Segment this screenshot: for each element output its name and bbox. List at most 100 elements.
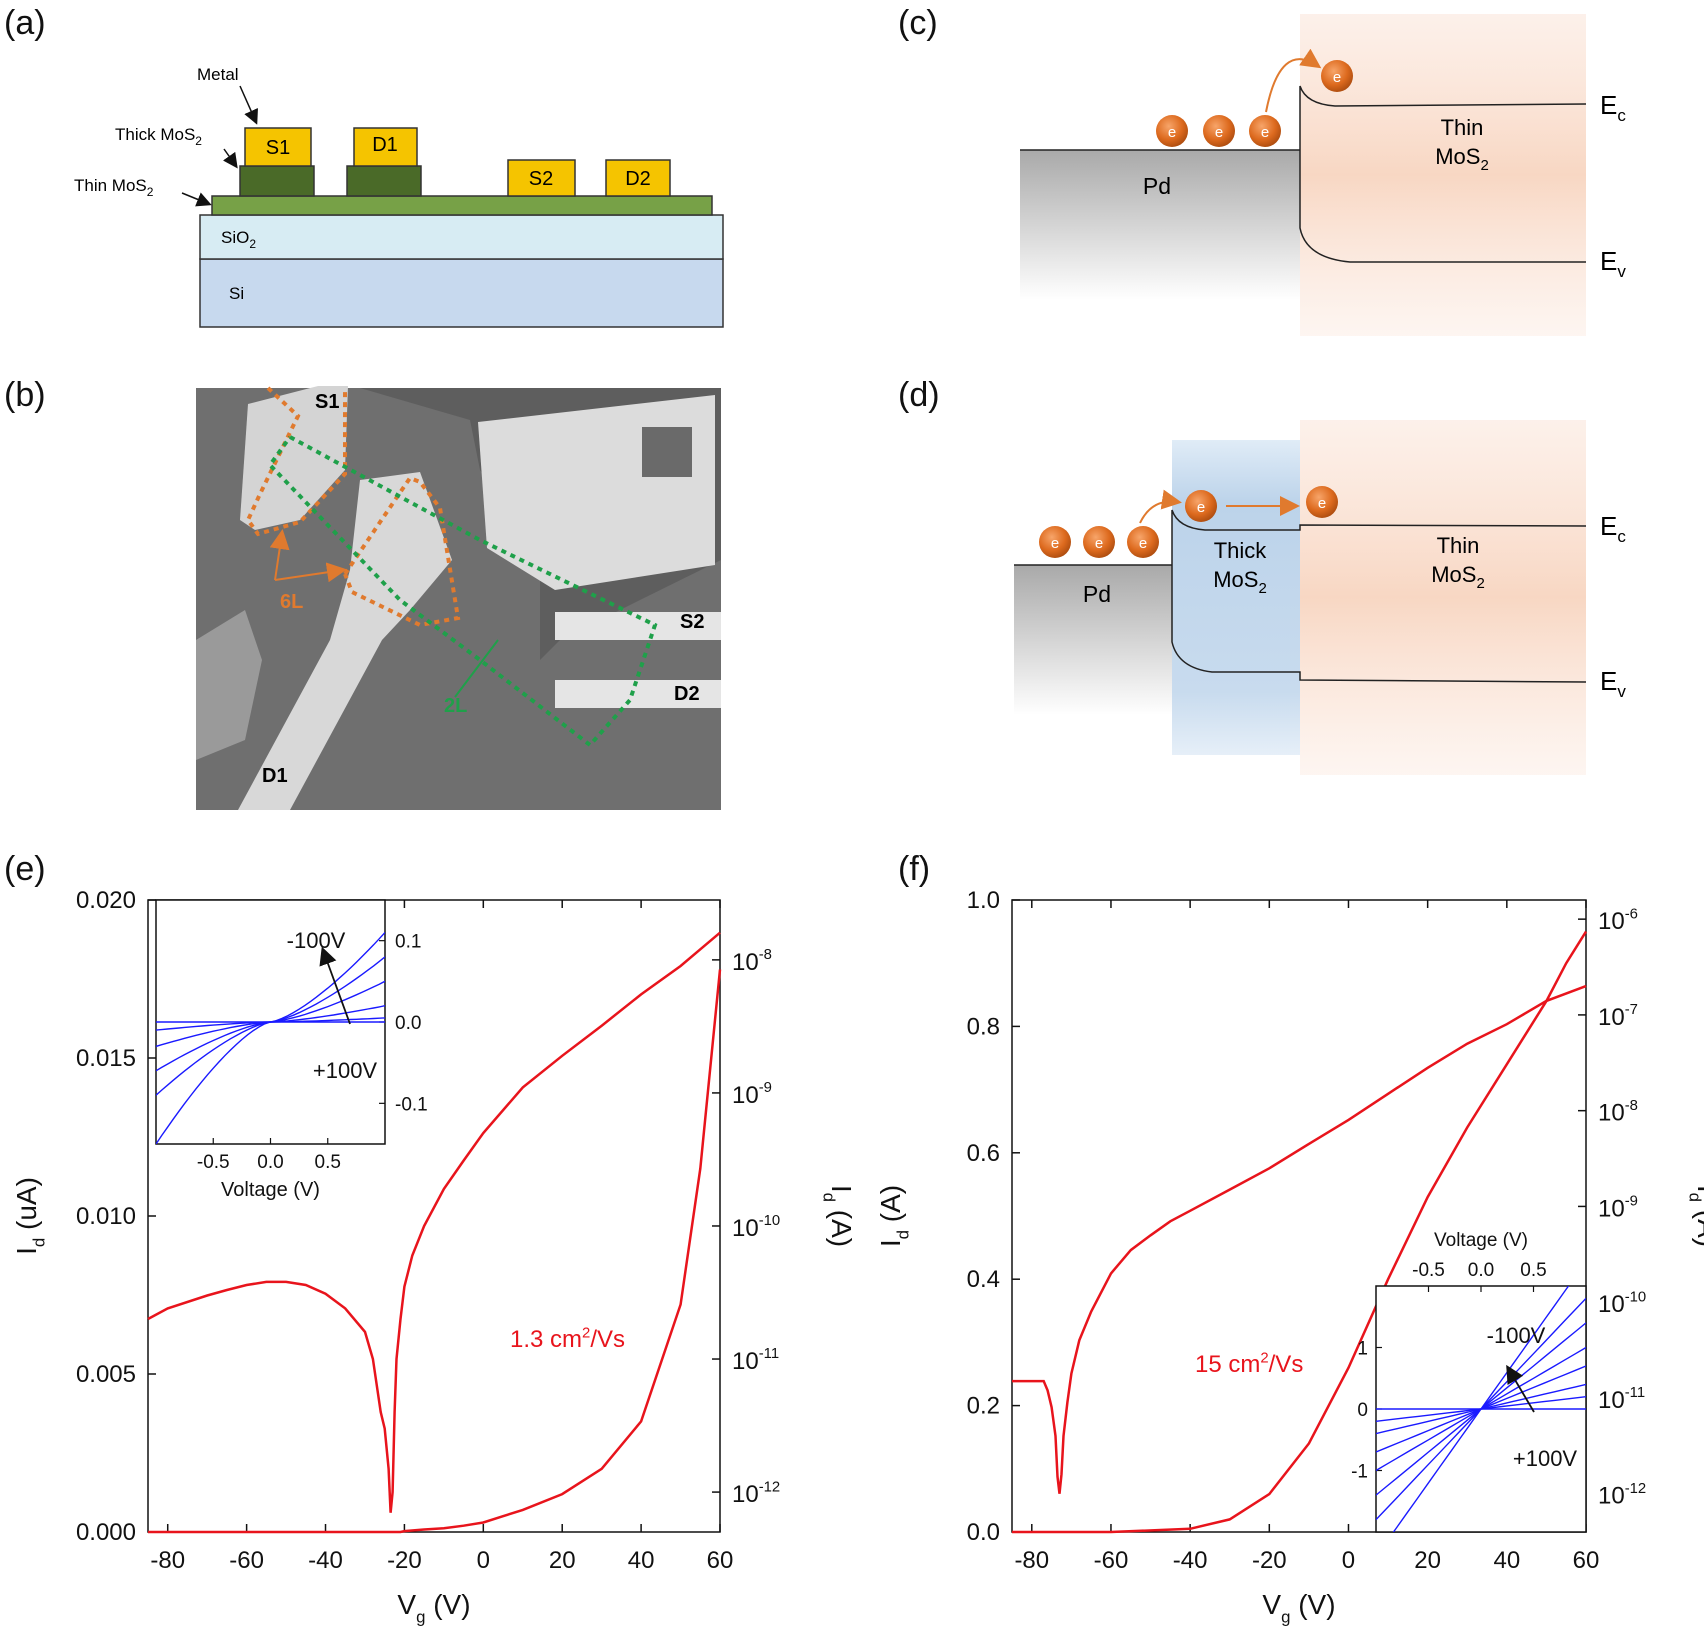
pd-region bbox=[1020, 150, 1300, 300]
e-y2tick-label-3-base: 10 bbox=[732, 1082, 759, 1109]
ec-label: Ec bbox=[1600, 90, 1626, 125]
e-inset-xtick-label-1: 0.0 bbox=[257, 1152, 283, 1173]
pd-label: Pd bbox=[1143, 173, 1171, 199]
edge-feature bbox=[196, 610, 262, 760]
e-mobility-annotation-b: 2 bbox=[582, 1325, 590, 1341]
f-y2label-unit: (A) bbox=[1692, 1202, 1704, 1247]
f-y2tick-label-4: 10-8 bbox=[1598, 1098, 1638, 1127]
electron-d-arrow-1 bbox=[1139, 489, 1182, 524]
f-xtick-label-1: -60 bbox=[1094, 1547, 1129, 1574]
e-y2tick-label-0-exp: -12 bbox=[759, 1479, 781, 1495]
e-series-linear bbox=[148, 969, 722, 1534]
e-inset-xlabel: Voltage (V) bbox=[221, 1179, 320, 1201]
panel-c-label: (c) bbox=[898, 4, 938, 42]
e-xtick-label-2: -40 bbox=[308, 1547, 343, 1574]
f-inset-arrow bbox=[1506, 1364, 1535, 1413]
e-ytick-label-4: 0.020 bbox=[76, 887, 136, 914]
f-inset-ytick-label-2: 1 bbox=[1357, 1339, 1368, 1360]
sio2-layer bbox=[199, 214, 724, 260]
svg-text:e: e bbox=[1051, 535, 1059, 552]
f-ylabel-unit: (A) bbox=[875, 1185, 906, 1230]
ev-label: Ev bbox=[1600, 246, 1626, 281]
f-xtick-label-3: -20 bbox=[1252, 1547, 1287, 1574]
e-y2tick-label-1-exp: -11 bbox=[759, 1346, 779, 1362]
svg-text:e: e bbox=[1333, 69, 1341, 86]
f-ytick-label-1: 0.2 bbox=[967, 1393, 1000, 1420]
e-series-log bbox=[147, 931, 721, 1513]
ec-band-d bbox=[1171, 509, 1587, 565]
e-y2tick-label-3: 10-9 bbox=[732, 1080, 772, 1109]
e-xtick-label-7: 60 bbox=[707, 1547, 734, 1574]
thin-arrow bbox=[181, 192, 212, 207]
f-y2tick-label-0: 10-12 bbox=[1598, 1481, 1646, 1510]
contact-d1 bbox=[353, 127, 418, 167]
thick-mos2-label: Thick MoS2 bbox=[115, 125, 202, 148]
f-y2tick-label-6-exp: -6 bbox=[1625, 906, 1638, 922]
e-ylabel-main: I bbox=[11, 1247, 42, 1255]
thin-mos2-region-d bbox=[1300, 420, 1586, 775]
e-inset-bottom-label: +100V bbox=[313, 1058, 378, 1083]
f-y2label-sub: d bbox=[1686, 1193, 1704, 1202]
f-inset-xtick-label-2: 0.5 bbox=[1520, 1260, 1546, 1281]
thin-label-line2: MoS2 bbox=[1435, 144, 1489, 174]
f-ytick-label-4: 0.8 bbox=[967, 1013, 1000, 1040]
f-inset-ytick-label-0: -1 bbox=[1351, 1462, 1368, 1483]
f-xlabel-sub: g bbox=[1281, 1607, 1290, 1626]
flake-s1 bbox=[240, 386, 348, 530]
f-y2tick-label-2: 10-10 bbox=[1598, 1289, 1646, 1318]
e-ylabel-sub: d bbox=[29, 1238, 48, 1247]
e-xtick-label-1: -60 bbox=[229, 1547, 264, 1574]
electron-d-3: e bbox=[1127, 526, 1159, 558]
e-y2tick-label-2: 10-10 bbox=[732, 1213, 780, 1242]
f-y2tick-label-6: 10-6 bbox=[1598, 906, 1638, 935]
e-xlabel: Vg (V) bbox=[397, 1589, 470, 1626]
f-y2tick-label-0-base: 10 bbox=[1598, 1483, 1625, 1510]
svg-text:e: e bbox=[1318, 495, 1326, 512]
label-s2: S2 bbox=[680, 611, 704, 633]
thick-arrow bbox=[222, 148, 238, 169]
e-inset-ytick-label-2: 0.1 bbox=[395, 932, 421, 953]
f-inset-bottom-label: +100V bbox=[1513, 1446, 1578, 1471]
e-y2label-main: I bbox=[826, 1185, 857, 1193]
metal-arrow bbox=[239, 85, 258, 125]
panel-a-label: (a) bbox=[4, 4, 46, 42]
label-s1: S1 bbox=[315, 391, 339, 413]
chart-f: -80 -60 -40 -20 0 20 40 600.00.20.40.60.81.010-… bbox=[875, 887, 1704, 1626]
svg-text:e: e bbox=[1095, 535, 1103, 552]
arrow-6l-1 bbox=[269, 529, 290, 581]
panel-d: (d) Pd Thick MoS2 Thin MoS2 Ec Ev e e e … bbox=[898, 376, 1626, 775]
chart-e: -80 -60 -40 -20 0 20 40 600.0000.0050.0100.0150… bbox=[11, 887, 857, 1626]
f-y2tick-label-1-exp: -11 bbox=[1625, 1385, 1645, 1401]
panel-b: (b) 6L 2L S1 S2 D2 D1 bbox=[4, 376, 721, 810]
f-y2tick-label-0-exp: -12 bbox=[1625, 1481, 1647, 1497]
f-y2tick-label-3-base: 10 bbox=[1598, 1195, 1625, 1222]
electron-c-arrow bbox=[1265, 48, 1322, 113]
f-mobility-annotation-a: 15 cm bbox=[1195, 1351, 1260, 1378]
thin-mos2-label: Thin MoS2 bbox=[74, 176, 154, 199]
panel-b-label: (b) bbox=[4, 376, 46, 414]
f-xtick-label-6: 40 bbox=[1493, 1547, 1520, 1574]
si-layer bbox=[199, 258, 724, 328]
thick-label-line1: Thick bbox=[1214, 538, 1268, 563]
electron-c-2: e bbox=[1203, 115, 1235, 147]
si-label: Si bbox=[229, 284, 244, 303]
label-d2: D2 bbox=[674, 683, 700, 705]
e-ytick-label-2: 0.010 bbox=[76, 1203, 136, 1230]
f-inset-xlabel: Voltage (V) bbox=[1434, 1230, 1528, 1251]
f-inset-xtick-label-0: -0.5 bbox=[1412, 1260, 1445, 1281]
pad-s2-d2-large bbox=[478, 395, 715, 590]
thin-label-d-line1: Thin bbox=[1437, 533, 1480, 558]
e-inset-arrow bbox=[319, 946, 351, 1025]
panel-c: (c) Pd Thin MoS2 Ec Ev e e e e bbox=[898, 4, 1626, 336]
outline-6l-top bbox=[245, 386, 347, 537]
pd-label-d: Pd bbox=[1083, 581, 1111, 607]
e-y2tick-label-4: 10-8 bbox=[732, 947, 772, 976]
ec-label-d: Ec bbox=[1600, 511, 1626, 546]
svg-text:e: e bbox=[1261, 124, 1269, 141]
f-ylabel-sub: d bbox=[893, 1230, 912, 1239]
electrode-d1 bbox=[238, 472, 452, 810]
e-mobility-annotation: 1.3 cm2/Vs bbox=[510, 1325, 625, 1353]
e-y2tick-label-0: 10-12 bbox=[732, 1479, 780, 1508]
e-inset-ytick-label-1: 0.0 bbox=[395, 1013, 421, 1034]
